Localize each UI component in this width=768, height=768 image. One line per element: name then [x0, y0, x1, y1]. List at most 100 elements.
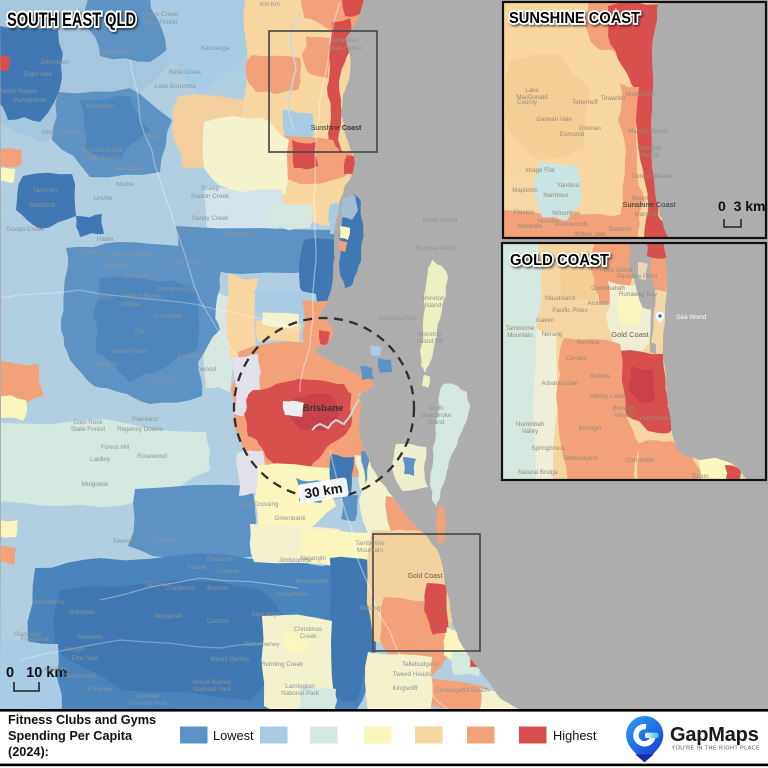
svg-text:Moore: Moore [116, 181, 134, 188]
svg-text:Beach: Beach [641, 152, 659, 159]
svg-text:Emu Vale: Emu Vale [72, 655, 99, 662]
svg-text:Maryvale: Maryvale [69, 609, 95, 616]
svg-text:Tamborine: Tamborine [355, 540, 385, 547]
svg-text:Marys Creek: Marys Creek [142, 11, 179, 18]
svg-text:Jimboomba: Jimboomba [279, 557, 312, 564]
svg-text:North: North [428, 405, 444, 412]
svg-text:Moogerah: Moogerah [154, 613, 183, 620]
svg-text:Natural Bridge: Natural Bridge [518, 469, 558, 476]
svg-text:Glen Rock: Glen Rock [73, 419, 103, 426]
svg-text:Bonogin: Bonogin [579, 425, 602, 432]
svg-text:Kalbar: Kalbar [188, 564, 206, 571]
svg-text:Yangan: Yangan [64, 646, 86, 653]
svg-text:Swanfels: Swanfels [77, 634, 103, 641]
svg-text:Esk: Esk [135, 328, 146, 335]
svg-text:Rosevale: Rosevale [149, 536, 176, 543]
svg-text:Station Creek: Station Creek [191, 193, 230, 200]
svg-text:Creek: Creek [300, 633, 318, 640]
svg-text:Plainland: Plainland [132, 416, 158, 423]
svg-text:Springbrook: Springbrook [531, 445, 565, 452]
svg-text:Mondildale: Mondildale [115, 165, 146, 172]
svg-text:Goomburra: Goomburra [32, 599, 64, 606]
svg-text:Mount: Mount [631, 195, 648, 202]
svg-text:Bella Creek: Bella Creek [169, 69, 202, 76]
svg-text:Image Flat: Image Flat [525, 167, 555, 174]
svg-text:Greenbank: Greenbank [274, 515, 306, 522]
svg-text:Flaxton: Flaxton [514, 209, 535, 216]
svg-text:GOLD COAST: GOLD COAST [510, 252, 609, 269]
svg-text:Coolangatta Beach: Coolangatta Beach [435, 687, 489, 694]
svg-text:Spending Per Capita: Spending Per Capita [8, 729, 133, 743]
svg-text:(2024):: (2024): [8, 745, 49, 759]
svg-text:Mountain: Mountain [357, 547, 383, 554]
svg-text:Coolum Beach: Coolum Beach [632, 173, 673, 180]
svg-text:Boonah: Boonah [207, 585, 229, 592]
svg-text:0 10 km: 0 10 km [6, 665, 67, 681]
svg-text:Coombabah: Coombabah [591, 285, 625, 292]
svg-text:Kooralbyn: Kooralbyn [252, 611, 281, 618]
svg-text:Kingaham: Kingaham [86, 103, 114, 110]
svg-text:Mount Hallen: Mount Hallen [111, 348, 149, 355]
svg-text:Nerang: Nerang [360, 605, 381, 612]
svg-text:Nambour: Nambour [543, 192, 568, 199]
svg-text:Tannymorel: Tannymorel [64, 673, 97, 680]
svg-text:Sunshine Coast: Sunshine Coast [623, 200, 677, 209]
svg-text:Peregian: Peregian [638, 145, 663, 152]
svg-text:Noosaville: Noosaville [626, 91, 655, 98]
svg-text:Burleigh: Burleigh [613, 405, 636, 412]
svg-text:Punnymede: Punnymede [13, 97, 47, 104]
svg-text:Kandanga: Kandanga [201, 45, 230, 52]
svg-text:Elgin Vale: Elgin Vale [24, 71, 52, 78]
svg-text:Tweed Heads: Tweed Heads [393, 671, 432, 678]
svg-text:Forest Hill: Forest Hill [101, 444, 129, 451]
svg-text:Cressbrook: Cressbrook [124, 273, 157, 280]
svg-text:Mount Beppo: Mount Beppo [124, 293, 162, 300]
svg-text:Currumbin: Currumbin [626, 457, 655, 464]
svg-text:Nerang: Nerang [542, 331, 563, 338]
svg-text:Runaway Bay: Runaway Bay [619, 291, 658, 298]
svg-text:Peak Crossing: Peak Crossing [238, 501, 279, 508]
svg-text:Stradbroke: Stradbroke [421, 412, 452, 419]
svg-text:Mount Stanley: Mount Stanley [42, 129, 83, 136]
svg-text:Linville: Linville [93, 195, 113, 202]
svg-text:Eumundi: Eumundi [560, 131, 584, 138]
svg-text:Mount Barney: Mount Barney [192, 679, 232, 686]
svg-text:Coulson: Coulson [216, 568, 240, 575]
svg-text:Gaven: Gaven [536, 317, 555, 324]
svg-text:Naranghi: Naranghi [300, 555, 326, 562]
svg-text:Briars: Briars [97, 294, 113, 301]
svg-text:Ottaba: Ottaba [121, 301, 140, 308]
svg-text:Advancetown: Advancetown [541, 380, 579, 387]
svg-text:Coomera: Coomera [577, 263, 603, 270]
svg-text:Moreton: Moreton [418, 331, 442, 338]
svg-text:Beaudesert: Beaudesert [296, 578, 328, 585]
svg-text:Hunchy: Hunchy [538, 218, 560, 225]
svg-text:Blackbutt: Blackbutt [29, 202, 55, 209]
svg-text:State Forest: State Forest [85, 155, 120, 162]
svg-text:Tallebudgera: Tallebudgera [562, 455, 598, 462]
svg-text:Varsity Lakes: Varsity Lakes [590, 393, 627, 400]
svg-text:Marcus Beach: Marcus Beach [628, 128, 668, 135]
svg-text:Tarome: Tarome [145, 581, 166, 588]
svg-text:Gold Coast: Gold Coast [611, 330, 649, 339]
svg-text:Hazeldean: Hazeldean [170, 258, 201, 265]
svg-text:Banesta: Banesta [93, 361, 117, 368]
svg-text:National Park: National Park [281, 690, 320, 697]
svg-text:State Forest: State Forest [71, 426, 106, 433]
svg-text:Freestone: Freestone [21, 636, 50, 643]
svg-text:Lowood: Lowood [194, 366, 217, 373]
svg-text:Sandy Creek: Sandy Creek [192, 215, 229, 222]
svg-text:Laidley: Laidley [90, 456, 111, 463]
svg-text:YOU'RE IN THE RIGHT PLACE: YOU'RE IN THE RIGHT PLACE [672, 746, 761, 752]
svg-text:Junabee: Junabee [43, 666, 68, 673]
svg-text:Robina: Robina [590, 373, 610, 380]
svg-text:Amamoor: Amamoor [331, 37, 358, 44]
svg-text:Charlwood: Charlwood [165, 585, 196, 592]
svg-text:Brisbane: Brisbane [303, 403, 344, 414]
svg-text:Willow Vale: Willow Vale [574, 231, 606, 238]
svg-text:Teberneff: Teberneff [572, 99, 598, 106]
svg-text:Numinbah: Numinbah [516, 421, 545, 428]
svg-text:Hope Island: Hope Island [599, 267, 633, 274]
svg-text:Paradise Point: Paradise Point [617, 273, 658, 280]
svg-text:Christmas: Christmas [294, 626, 322, 633]
